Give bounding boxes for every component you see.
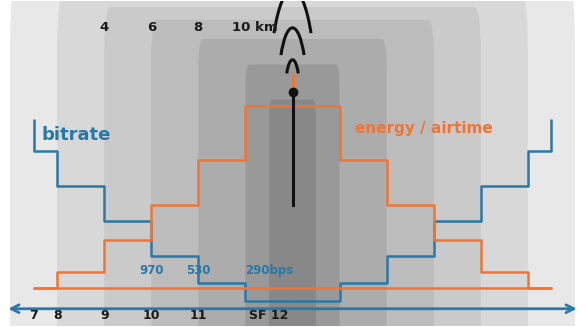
FancyBboxPatch shape [246, 64, 339, 327]
Text: 6: 6 [147, 21, 156, 34]
FancyBboxPatch shape [104, 7, 481, 327]
Text: 7: 7 [29, 308, 38, 321]
Text: energy / airtime: energy / airtime [356, 121, 493, 136]
Text: SF 12: SF 12 [249, 308, 288, 321]
Text: 10 km: 10 km [232, 21, 278, 34]
Text: bitrate: bitrate [42, 126, 111, 144]
Text: 8: 8 [194, 21, 203, 34]
FancyBboxPatch shape [198, 39, 387, 327]
Text: 290bps: 290bps [245, 264, 293, 277]
FancyBboxPatch shape [152, 20, 433, 327]
FancyBboxPatch shape [10, 0, 575, 327]
FancyBboxPatch shape [269, 100, 316, 327]
Text: 970: 970 [139, 264, 164, 277]
Text: 11: 11 [190, 308, 207, 321]
Text: 10: 10 [143, 308, 160, 321]
Text: 9: 9 [100, 308, 109, 321]
Text: 530: 530 [186, 264, 211, 277]
Text: 4: 4 [99, 21, 109, 34]
Text: 8: 8 [53, 308, 61, 321]
FancyBboxPatch shape [57, 0, 528, 327]
